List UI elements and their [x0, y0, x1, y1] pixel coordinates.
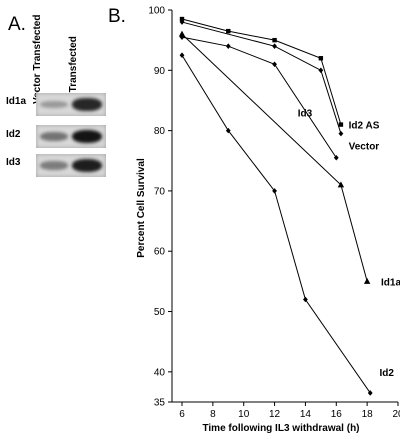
data-point [318, 56, 324, 61]
data-point [272, 61, 277, 68]
series-line-id2 [181, 54, 371, 394]
data-point [318, 67, 324, 74]
x-tick-label: 10 [238, 409, 250, 420]
y-tick-label: 35 [154, 398, 166, 409]
series-label-id1a: Id1a [381, 277, 400, 288]
x-tick-label: 12 [269, 409, 281, 420]
y-tick-label: 70 [154, 186, 166, 197]
blot-label-id1a: Id1a [6, 96, 27, 107]
blot-id3 [36, 154, 106, 177]
band-vector-id2 [40, 131, 68, 142]
data-point [225, 127, 231, 134]
y-tick-label: 50 [154, 307, 166, 318]
data-point [337, 181, 345, 188]
x-tick-label: 18 [362, 409, 374, 420]
series-line-vector [181, 36, 337, 159]
series-line-id1a [181, 33, 368, 282]
y-tick-label: 60 [154, 247, 166, 258]
data-point [225, 43, 231, 49]
data-point [179, 52, 185, 59]
y-tick-label: 100 [148, 6, 165, 17]
data-point [338, 122, 344, 127]
data-point [226, 28, 231, 34]
blot-id2 [36, 125, 106, 148]
band-id-id1a [72, 98, 102, 111]
series-label-id3: Id3 [298, 109, 313, 120]
y-tick-label: 80 [154, 126, 166, 137]
series-label-id2: Id2 [379, 368, 394, 379]
x-tick-label: 8 [210, 409, 216, 420]
blot-label-id2: Id2 [6, 129, 21, 140]
x-tick-label: 6 [179, 409, 185, 420]
band-id-id2 [72, 129, 102, 144]
chart-series [178, 16, 373, 396]
blot-label-id3: Id3 [6, 157, 21, 168]
band-vector-id1a [40, 100, 68, 109]
data-point [272, 37, 277, 43]
series-label-vector: Vector [349, 142, 380, 153]
chart-labels: Id2 AS Id3 Vector Id1a Id2 [298, 109, 400, 379]
x-tick-label: 20 [392, 409, 400, 420]
y-axis-label: Percent Cell Survival [136, 158, 147, 258]
x-tick-label: 14 [300, 409, 312, 420]
data-point [333, 154, 339, 161]
data-point [179, 16, 185, 22]
y-tick-label: 90 [154, 66, 166, 77]
chart-axes: 35 40 50 60 70 80 90 100 6 8 10 12 14 16 18 20 [148, 6, 400, 421]
data-point [303, 296, 308, 303]
band-id-id3 [72, 158, 102, 173]
data-point [178, 30, 186, 37]
series-label-id2-as: Id2 AS [349, 121, 380, 132]
x-tick-label: 16 [331, 409, 343, 420]
panel-a-letter: A. [8, 14, 26, 35]
data-point [367, 390, 373, 396]
data-point [179, 19, 185, 25]
blot-id1a [36, 93, 106, 116]
data-point [363, 277, 371, 284]
x-axis-label: Time following IL3 withdrawal (h) [202, 423, 359, 434]
series-line-id3 [181, 21, 342, 134]
panel-b-letter: B. [108, 6, 126, 27]
series-line-id2-as [181, 18, 342, 125]
band-vector-id3 [40, 161, 68, 170]
data-point [272, 188, 277, 194]
y-tick-label: 40 [154, 367, 166, 378]
data-point [272, 43, 277, 49]
data-point [338, 130, 344, 137]
